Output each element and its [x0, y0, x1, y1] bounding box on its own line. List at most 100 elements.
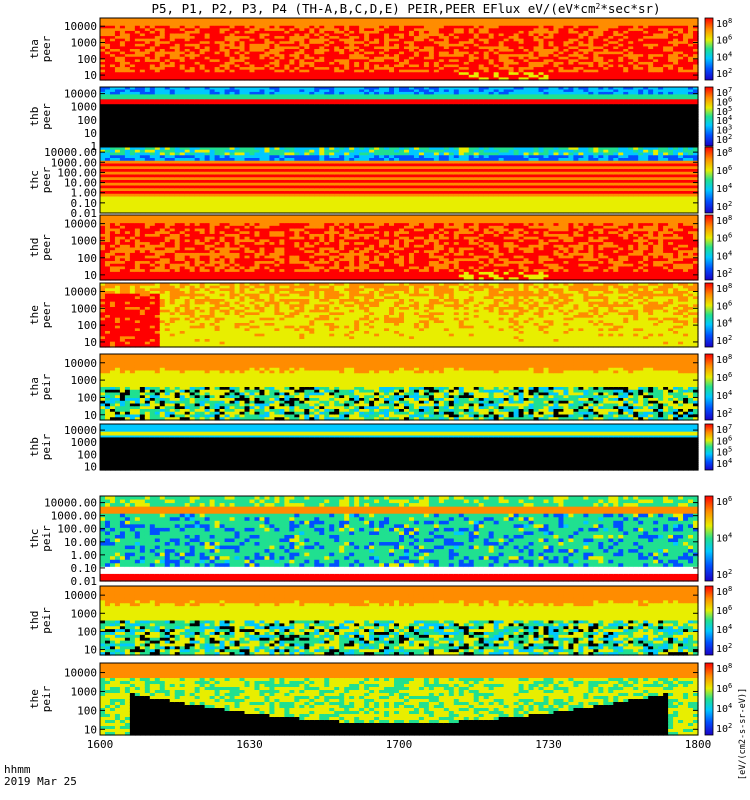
frame-the-peer	[99, 282, 699, 348]
spectrogram-the-peir	[100, 663, 699, 736]
frame-tha-peer	[99, 17, 699, 81]
spectrogram-thd-peer	[100, 215, 699, 281]
y-axis-label: thapeer	[28, 35, 53, 62]
y-axis-label: thdpeer	[28, 234, 53, 261]
y-tick-label: 1	[90, 140, 97, 153]
colorbar-tick-label: 107	[716, 86, 732, 99]
y-axis-label: thbpeer	[28, 103, 53, 130]
y-tick-label: 10	[84, 127, 97, 140]
x-tick-label: 1700	[386, 738, 413, 751]
colorbar-tick-label: 108	[716, 146, 732, 159]
y-tick-label: 10000	[64, 20, 97, 33]
chart-title: P5, P1, P2, P3, P4 (TH-A,B,C,D,E) PEIR,P…	[151, 1, 660, 16]
y-tick-label: 10.00	[64, 177, 97, 190]
y-tick-label: 100	[77, 53, 97, 66]
y-tick-label: 100	[77, 625, 97, 638]
colorbar-tick-label: 108	[716, 662, 732, 675]
colorbar-tick-label: 108	[716, 214, 732, 227]
colorbar-tick-label: 106	[716, 371, 732, 384]
colorbar-tick-label: 104	[716, 702, 732, 715]
colorbar-tick-label: 104	[716, 457, 732, 470]
y-tick-label: 1000	[71, 235, 98, 248]
colorbar-tick-label: 105	[716, 105, 732, 118]
y-tick-label: 10	[84, 336, 97, 349]
frame-thc-peer	[99, 146, 699, 214]
colorbar-tick-label: 106	[716, 604, 732, 617]
x-tick-label: 1600	[87, 738, 114, 751]
y-tick-label: 10000	[64, 88, 97, 101]
frame-thb-peir	[99, 423, 699, 471]
colorbar-thd-peir	[704, 585, 714, 656]
panel-thd-peer: 10000 1000 100 10 thdpeer 108 106 104 102	[28, 214, 732, 282]
frame-thc-peir	[99, 495, 699, 582]
y-tick-label: 10000.00	[44, 146, 97, 159]
colorbar-tick-label: 103	[716, 124, 732, 137]
colorbar-tick-label: 102	[716, 133, 732, 146]
y-tick-label: 10000	[64, 667, 97, 680]
colorbar-tick-label: 105	[716, 446, 732, 459]
spectrogram-thb-peir	[100, 424, 699, 471]
y-tick-label: 10000	[64, 589, 97, 602]
colorbar-thb-peir	[704, 423, 714, 471]
colorbar-tick-label: 106	[716, 434, 732, 447]
colorbar-tha-peer	[704, 17, 714, 81]
panel-thd-peir: 10000 1000 100 10 thdpeir 108 106 104 102	[28, 585, 732, 657]
colorbar-tick-label: 106	[716, 34, 732, 47]
colorbar-tick-label: 106	[716, 164, 732, 177]
colorbar-tick-label: 102	[716, 642, 732, 655]
colorbar-tick-label: 108	[716, 585, 732, 598]
y-tick-label: 10	[84, 723, 97, 736]
colorbar-tick-label: 108	[716, 17, 732, 30]
colorbar-tick-label: 102	[716, 200, 732, 213]
colorbar-tick-label: 104	[716, 317, 732, 330]
x-tick-label: 1630	[236, 738, 263, 751]
panel-the-peer: 10000 1000 100 10 thepeer 108 106 104 102	[28, 282, 732, 349]
x-axis-title: hhmm	[4, 763, 31, 776]
y-tick-label: 1000	[71, 685, 98, 698]
colorbar-label: [eV/(cm2-s-sr-eV)]	[738, 688, 748, 780]
spectrogram-thc-peer	[100, 147, 699, 214]
y-tick-label: 10	[84, 409, 97, 422]
y-tick-label: 10.00	[64, 536, 97, 549]
colorbar-tick-label: 104	[716, 114, 732, 127]
y-tick-label: 10000.00	[44, 497, 97, 510]
colorbar-tick-label: 104	[716, 389, 732, 402]
y-tick-label: 1000	[71, 607, 98, 620]
colorbar-tick-label: 102	[716, 568, 732, 581]
spectrogram-the-peer	[100, 283, 699, 348]
y-tick-label: 1000	[71, 436, 98, 449]
y-tick-label: 10000	[64, 218, 97, 231]
y-tick-label: 10000	[64, 285, 97, 298]
x-tick-label: 1730	[535, 738, 562, 751]
panel-tha-peir: 10000 1000 100 10 thapeir 108 106 104 102	[28, 353, 732, 422]
frame-thb-peer	[99, 86, 699, 147]
x-tick-label: 1800	[685, 738, 712, 751]
y-tick-label: 1000	[71, 37, 98, 50]
colorbar-tick-label: 102	[716, 267, 732, 280]
colorbar-tha-peir	[704, 353, 714, 421]
y-tick-label: 100	[77, 448, 97, 461]
y-tick-label: 100.00	[57, 166, 97, 179]
y-axis-label: thapeir	[28, 373, 53, 400]
colorbar-tick-label: 104	[716, 50, 732, 63]
y-tick-label: 0.10	[71, 562, 98, 575]
date-label: 2019 Mar 25	[4, 775, 77, 788]
y-axis-label: thdpeir	[28, 607, 53, 634]
y-tick-label: 100	[77, 704, 97, 717]
y-axis-label: thepeir	[28, 685, 53, 712]
colorbar-tick-label: 102	[716, 67, 732, 80]
y-tick-label: 1000	[71, 101, 98, 114]
colorbar-tick-label: 106	[716, 495, 732, 508]
panel-the-peir: 10000 1000 100 10 thepeir 108 106 104 102	[28, 662, 732, 736]
y-tick-label: 1.00	[71, 549, 98, 562]
colorbar-tick-label: 106	[716, 232, 732, 245]
frame-thd-peer	[99, 214, 699, 281]
y-tick-label: 0.01	[71, 575, 98, 588]
y-tick-label: 0.01	[71, 207, 98, 220]
colorbar-tick-label: 102	[716, 722, 732, 735]
